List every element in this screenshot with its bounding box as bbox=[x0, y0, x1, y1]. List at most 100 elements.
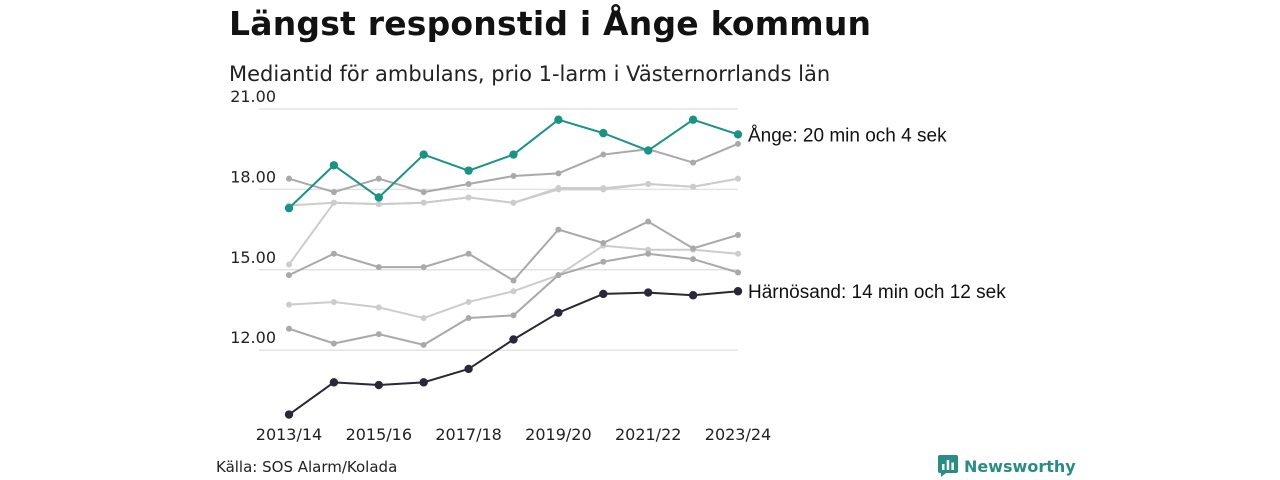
data-point bbox=[555, 272, 562, 279]
data-point bbox=[510, 277, 517, 284]
series-other-5 bbox=[286, 250, 741, 348]
data-point bbox=[600, 186, 607, 193]
data-point bbox=[286, 301, 292, 308]
data-point bbox=[330, 250, 337, 257]
series-line bbox=[288, 220, 739, 282]
data-point bbox=[419, 378, 428, 387]
data-point bbox=[286, 261, 292, 268]
data-point bbox=[420, 341, 427, 348]
data-point bbox=[465, 315, 472, 322]
data-point bbox=[510, 312, 517, 319]
data-point bbox=[330, 199, 337, 206]
x-tick-label: 2017/18 bbox=[435, 425, 501, 444]
data-point bbox=[690, 256, 697, 263]
data-point bbox=[286, 272, 292, 279]
data-point bbox=[464, 166, 473, 175]
data-point bbox=[599, 128, 608, 138]
data-point bbox=[465, 250, 472, 257]
data-point bbox=[510, 173, 517, 179]
data-point bbox=[645, 181, 652, 188]
data-point bbox=[554, 308, 563, 317]
data-point bbox=[465, 181, 472, 188]
data-point bbox=[690, 183, 697, 190]
data-point bbox=[374, 380, 383, 390]
data-point bbox=[284, 203, 294, 213]
data-point bbox=[600, 151, 607, 158]
data-point bbox=[733, 287, 743, 296]
data-point bbox=[286, 175, 292, 182]
series-line bbox=[288, 290, 739, 416]
data-point bbox=[554, 115, 563, 124]
data-point bbox=[509, 150, 518, 159]
data-point bbox=[375, 175, 382, 182]
y-tick-label: 21.00 bbox=[230, 87, 276, 106]
data-point bbox=[555, 186, 562, 193]
x-tick-label: 2019/20 bbox=[525, 425, 591, 444]
series-line bbox=[288, 118, 739, 209]
chart-title: Längst responstid i Ånge kommun bbox=[229, 4, 872, 43]
y-tick-label: 18.00 bbox=[230, 167, 276, 186]
data-point bbox=[464, 364, 473, 374]
x-tick-label: 2013/14 bbox=[256, 425, 322, 444]
data-point bbox=[735, 175, 741, 182]
data-point bbox=[600, 258, 607, 265]
data-point bbox=[645, 250, 652, 257]
data-point bbox=[330, 189, 337, 196]
data-point bbox=[420, 199, 427, 206]
data-point bbox=[690, 159, 697, 166]
annotations: Ånge: 20 min och 4 sek Härnösand: 14 min … bbox=[748, 125, 1006, 303]
data-point bbox=[688, 115, 698, 124]
data-point bbox=[329, 161, 339, 170]
data-point bbox=[690, 245, 697, 252]
data-point bbox=[509, 335, 518, 344]
series-other-3 bbox=[286, 140, 741, 196]
data-point bbox=[375, 304, 382, 311]
brand-logo: Newsworthy bbox=[938, 455, 1076, 477]
x-tick-label: 2021/22 bbox=[615, 425, 681, 444]
data-point bbox=[375, 264, 382, 271]
data-point bbox=[375, 331, 382, 338]
data-point bbox=[329, 378, 339, 387]
data-point bbox=[465, 298, 472, 305]
data-point bbox=[510, 199, 517, 206]
data-point bbox=[600, 240, 607, 246]
series-line bbox=[288, 252, 739, 346]
series-ånge bbox=[284, 115, 743, 213]
data-point bbox=[735, 231, 741, 238]
data-point bbox=[374, 193, 383, 202]
annotation-label: Härnösand: 14 min och 12 sek bbox=[748, 282, 1006, 303]
annotation-label: Ånge: 20 min och 4 sek bbox=[748, 125, 947, 146]
series-härnösand bbox=[284, 287, 743, 419]
brand-name: Newsworthy bbox=[964, 456, 1076, 476]
data-point bbox=[375, 201, 382, 208]
series-lines bbox=[284, 115, 743, 419]
data-point bbox=[644, 146, 653, 155]
data-point bbox=[735, 140, 741, 147]
newsworthy-logo-icon bbox=[938, 455, 958, 477]
data-point bbox=[330, 340, 337, 347]
data-point bbox=[599, 289, 608, 299]
data-point bbox=[645, 218, 652, 225]
x-tick-label: 2023/24 bbox=[705, 425, 771, 444]
series-other-4 bbox=[286, 218, 741, 284]
data-point bbox=[284, 410, 294, 419]
data-point bbox=[733, 130, 743, 139]
data-point bbox=[420, 264, 427, 271]
data-point bbox=[735, 250, 741, 257]
y-tick-label: 12.00 bbox=[230, 328, 276, 347]
chart-subtitle: Mediantid för ambulans, prio 1-larm i Vä… bbox=[229, 62, 831, 86]
data-point bbox=[735, 269, 741, 276]
source-note: Källa: SOS Alarm/Kolada bbox=[216, 458, 398, 476]
data-point bbox=[555, 170, 562, 177]
data-point bbox=[420, 189, 427, 196]
x-tick-label: 2015/16 bbox=[346, 425, 412, 444]
x-axis-ticks: 2013/14 2015/16 2017/18 2019/20 2021/22 2023/… bbox=[256, 425, 771, 444]
gridlines bbox=[259, 108, 738, 351]
y-tick-label: 15.00 bbox=[230, 248, 276, 267]
data-point bbox=[688, 291, 698, 300]
data-point bbox=[420, 315, 427, 322]
data-point bbox=[510, 288, 517, 295]
data-point bbox=[644, 288, 653, 297]
series-line bbox=[288, 177, 739, 266]
